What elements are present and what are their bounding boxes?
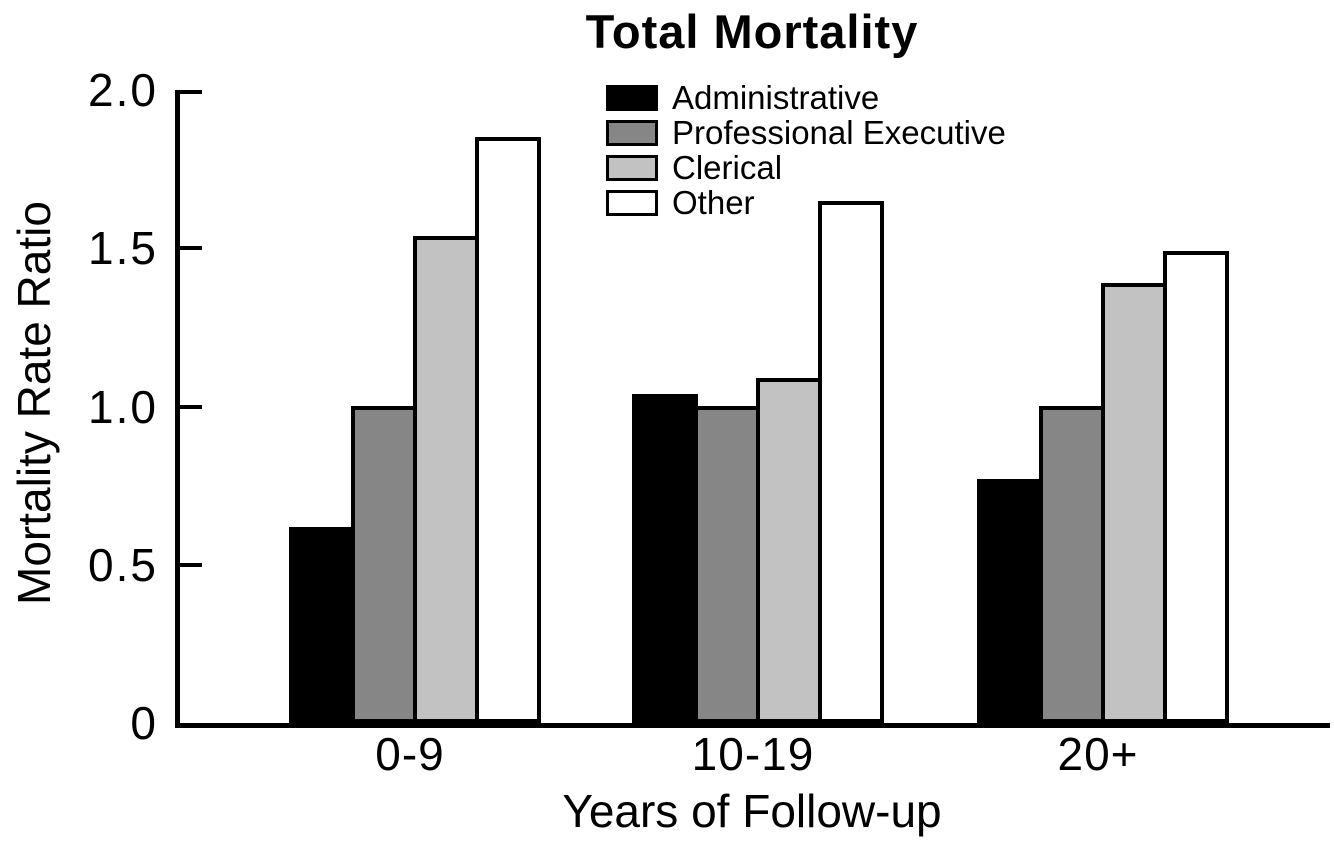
bar-10-19-clerical	[756, 378, 822, 723]
bar-10-19-professional-executive	[694, 406, 760, 723]
legend-item: Professional Executive	[606, 114, 1006, 151]
x-tick-label: 20+	[1057, 728, 1139, 780]
y-tick-label: 2.0	[88, 64, 158, 116]
y-tick	[180, 246, 202, 251]
legend-label: Professional Executive	[672, 114, 1006, 151]
x-tick-label: 0-9	[375, 728, 445, 780]
administrative-swatch	[606, 85, 658, 111]
legend: Administrative Professional Executive Cler…	[606, 79, 1006, 221]
legend-label: Administrative	[672, 79, 880, 116]
bar-10-19-administrative	[632, 394, 698, 723]
y-tick	[180, 562, 202, 567]
y-tick-label: 0	[130, 697, 158, 749]
other-swatch	[606, 190, 658, 216]
bar-0-9-administrative	[289, 527, 355, 723]
x-tick-label: 10-19	[691, 728, 815, 780]
legend-item: Other	[606, 184, 1006, 221]
chart-title: Total Mortality	[585, 5, 919, 58]
bar-20+-professional-executive	[1039, 406, 1105, 723]
clerical-swatch	[606, 155, 658, 181]
bar-0-9-clerical	[413, 236, 479, 723]
bar-20+-clerical	[1101, 283, 1167, 723]
legend-item: Clerical	[606, 149, 1006, 186]
bar-20+-administrative	[977, 479, 1043, 723]
legend-item: Administrative	[606, 79, 1006, 116]
x-axis-label: Years of Follow-up	[562, 785, 942, 837]
bar-0-9-professional-executive	[351, 406, 417, 723]
legend-label: Other	[672, 184, 755, 221]
bar-0-9-other	[475, 137, 541, 723]
y-tick	[180, 404, 202, 409]
bar-10-19-other	[818, 201, 884, 723]
professional-executive-swatch	[606, 120, 658, 146]
plot-area	[175, 90, 1330, 728]
y-tick-label: 1.0	[88, 380, 158, 433]
y-tick-label: 1.5	[88, 222, 158, 275]
y-tick	[180, 90, 202, 94]
y-tick-label: 0.5	[88, 538, 158, 591]
bar-20+-other	[1163, 251, 1229, 723]
legend-label: Clerical	[672, 149, 783, 186]
